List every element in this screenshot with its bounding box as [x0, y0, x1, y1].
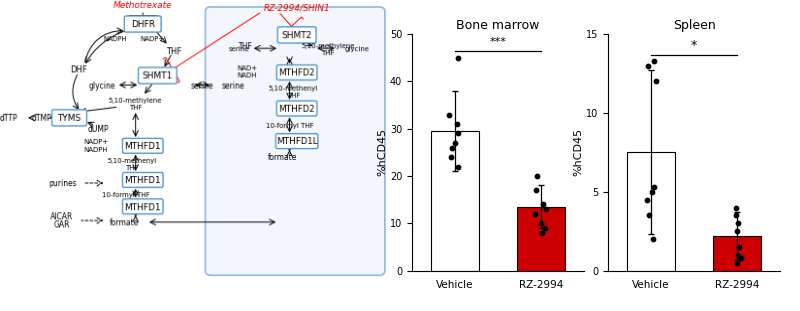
- Point: [643, 213, 656, 218]
- Point: [449, 141, 462, 146]
- Point: [647, 58, 660, 63]
- Bar: [518, 207, 565, 271]
- Point: [730, 213, 742, 218]
- Bar: [714, 236, 761, 271]
- Point: [734, 255, 747, 260]
- Point: [733, 244, 746, 249]
- Point: [445, 155, 458, 160]
- Point: [538, 225, 551, 230]
- Title: Spleen: Spleen: [673, 19, 715, 32]
- Point: [534, 221, 547, 226]
- Point: [646, 237, 659, 242]
- Point: [732, 221, 745, 226]
- Point: [647, 184, 660, 189]
- Point: [640, 197, 653, 202]
- Point: [730, 205, 742, 210]
- Point: [446, 145, 458, 150]
- Y-axis label: %hCD45: %hCD45: [377, 128, 387, 176]
- Point: [452, 55, 465, 60]
- Point: [645, 189, 658, 194]
- Point: [530, 174, 543, 179]
- Text: ***: ***: [490, 37, 506, 47]
- Point: [443, 112, 456, 117]
- Bar: [431, 131, 478, 271]
- Point: [530, 188, 542, 193]
- Point: [537, 202, 550, 207]
- Point: [650, 79, 662, 84]
- Point: [732, 252, 745, 257]
- Point: [731, 260, 744, 265]
- Y-axis label: %hCD45: %hCD45: [573, 128, 583, 176]
- Point: [536, 230, 549, 235]
- Point: [450, 122, 463, 127]
- Point: [452, 164, 465, 169]
- Point: [730, 229, 743, 234]
- Bar: [627, 152, 674, 271]
- Title: Bone marrow: Bone marrow: [456, 19, 540, 32]
- Point: [529, 211, 542, 216]
- Point: [451, 131, 464, 136]
- Point: [540, 207, 553, 211]
- Point: [642, 63, 655, 68]
- Text: *: *: [691, 39, 697, 52]
